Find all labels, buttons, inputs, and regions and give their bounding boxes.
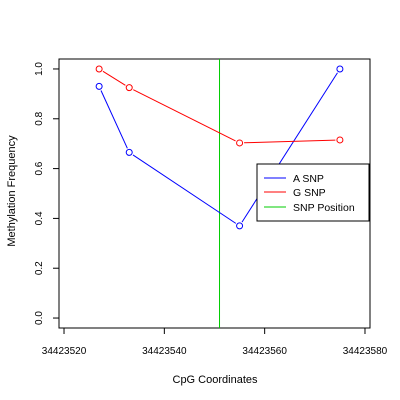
x-tick-label-0: 34423520 [42,346,87,357]
series-segment-g-snp-1 [133,89,236,142]
y-tick-label-1: 0.2 [34,261,45,275]
legend-label-g-snp: G SNP [293,187,326,199]
y-tick-label-3: 0.6 [34,161,45,175]
y-tick-label-2: 0.4 [34,211,45,225]
y-tick-label-4: 0.8 [34,111,45,125]
series-segment-a-snp-1 [132,154,237,224]
data-point-a-snp-3 [336,65,344,73]
y-tick-label-0: 0.0 [34,311,45,325]
data-point-g-snp-1 [125,84,133,92]
legend-label-a-snp: A SNP [293,173,324,185]
data-point-a-snp-2 [236,222,244,230]
y-tick-label-5: 1.0 [34,62,45,76]
series-segment-g-snp-0 [102,70,126,86]
data-point-a-snp-0 [95,82,103,90]
data-point-g-snp-3 [336,136,344,144]
x-tick-label-3: 34423580 [343,346,388,357]
x-tick-label-1: 34423540 [142,346,187,357]
x-tick-label-2: 34423560 [242,346,287,357]
series-segment-a-snp-0 [100,90,128,149]
series-segment-g-snp-2 [244,139,336,144]
legend-label-snp-position: SNP Position [293,202,355,214]
legend: A SNP G SNP SNP Position [256,163,370,222]
x-axis-title: CpG Coordinates [173,374,258,386]
y-axis-title: Methylation Frequency [6,135,18,247]
data-point-g-snp-2 [236,139,244,147]
data-point-a-snp-1 [125,148,133,156]
data-point-g-snp-0 [95,65,103,73]
